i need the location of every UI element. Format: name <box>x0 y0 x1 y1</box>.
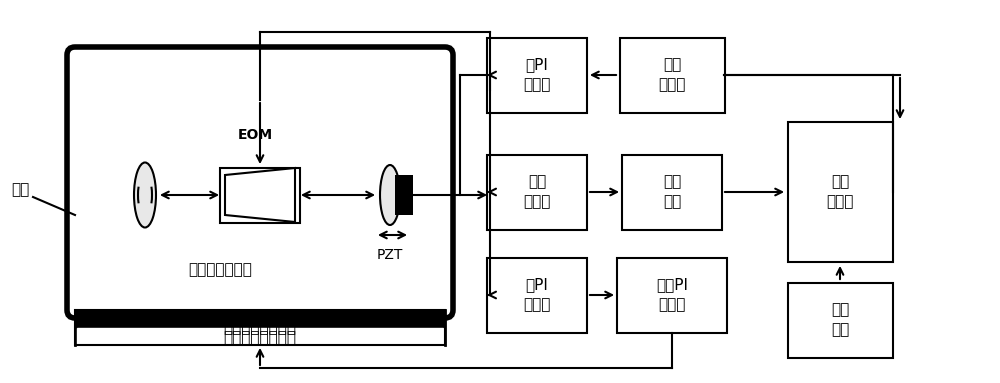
Bar <box>75 310 445 345</box>
Text: 快PI
控制器: 快PI 控制器 <box>523 57 551 92</box>
FancyBboxPatch shape <box>67 47 453 318</box>
Text: 光学腔体控温模块: 光学腔体控温模块 <box>224 320 296 335</box>
Text: 光频梳光学系统: 光频梳光学系统 <box>188 262 252 278</box>
Text: 光学腔体控温模块: 光学腔体控温模块 <box>224 330 296 345</box>
Bar <box>487 38 587 113</box>
Bar <box>220 167 300 223</box>
Text: 光电
探测器: 光电 探测器 <box>523 175 551 210</box>
Text: 腔体: 腔体 <box>11 183 29 198</box>
Text: 超慢PI
控制器: 超慢PI 控制器 <box>656 278 688 313</box>
Ellipse shape <box>380 165 400 225</box>
Bar <box>620 38 724 113</box>
Bar <box>395 175 413 215</box>
Text: 带通
放大: 带通 放大 <box>663 175 681 210</box>
Bar <box>617 257 727 332</box>
Text: 开关
鉴相器: 开关 鉴相器 <box>826 175 854 210</box>
Bar <box>487 257 587 332</box>
Ellipse shape <box>134 162 156 228</box>
Text: 慢PI
控制器: 慢PI 控制器 <box>523 278 551 313</box>
Text: 低通
滤波器: 低通 滤波器 <box>658 57 686 92</box>
Text: PZT: PZT <box>377 248 403 262</box>
Bar <box>788 122 893 262</box>
Bar <box>788 283 893 357</box>
Text: EOM: EOM <box>237 128 273 142</box>
Bar <box>487 154 587 229</box>
Polygon shape <box>225 168 295 222</box>
Text: 参考
频率: 参考 频率 <box>831 303 849 337</box>
Bar <box>77 328 443 347</box>
Bar <box>75 310 445 345</box>
Bar <box>622 154 722 229</box>
